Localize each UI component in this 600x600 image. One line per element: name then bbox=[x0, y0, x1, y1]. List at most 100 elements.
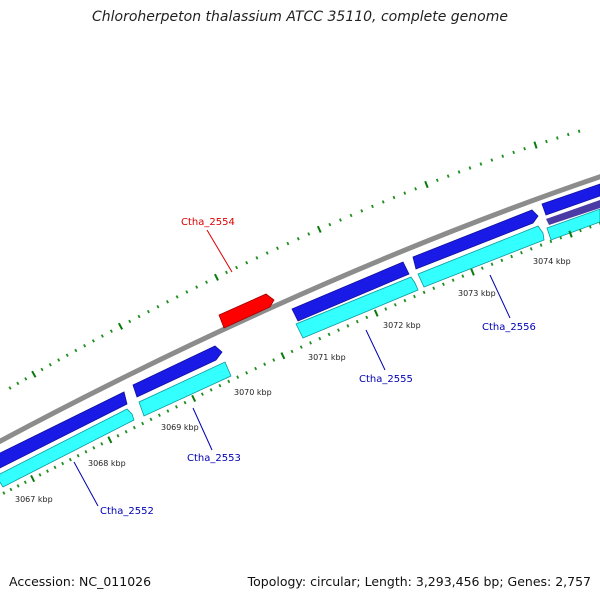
minor-tick bbox=[200, 392, 204, 396]
minor-tick bbox=[577, 129, 581, 133]
minor-tick bbox=[461, 274, 465, 278]
minor-tick bbox=[414, 187, 417, 191]
tick-label-3067: 3067 kbp bbox=[15, 495, 53, 504]
minor-tick bbox=[76, 453, 80, 458]
minor-tick bbox=[8, 386, 12, 390]
feature-ctha-2552-forward[interactable] bbox=[0, 391, 128, 470]
minor-tick bbox=[549, 239, 553, 244]
minor-tick bbox=[157, 413, 161, 417]
leader-ctha-2556 bbox=[489, 274, 511, 319]
minor-tick bbox=[349, 213, 353, 218]
minor-tick bbox=[381, 200, 385, 204]
backbone-line bbox=[0, 174, 600, 445]
minor-tick bbox=[174, 405, 178, 409]
minor-tick bbox=[65, 353, 69, 358]
label-ctha-2553[interactable]: Ctha_2553 bbox=[187, 453, 241, 464]
feature-next-forward[interactable] bbox=[541, 183, 600, 216]
minor-tick bbox=[183, 400, 187, 405]
major-tick bbox=[280, 352, 286, 360]
outer-tick-track bbox=[8, 129, 581, 390]
minor-tick bbox=[566, 132, 570, 137]
minor-tick bbox=[296, 236, 300, 241]
minor-tick bbox=[365, 315, 369, 320]
tick-label-3070: 3070 kbp bbox=[234, 388, 272, 397]
minor-tick bbox=[451, 278, 455, 282]
minor-tick bbox=[318, 336, 322, 341]
minor-tick bbox=[235, 265, 239, 270]
tick-labels: 3067 kbp 3068 kbp 3069 kbp 3070 kbp 3071… bbox=[15, 257, 571, 504]
feature-ctha-2556-reverse[interactable] bbox=[417, 225, 545, 288]
minor-tick bbox=[263, 362, 267, 367]
tick-label-3073: 3073 kbp bbox=[458, 289, 496, 298]
label-ctha-2552[interactable]: Ctha_2552 bbox=[100, 506, 154, 517]
minor-tick bbox=[40, 367, 44, 372]
minor-tick bbox=[166, 409, 170, 413]
minor-tick bbox=[355, 319, 359, 324]
minor-tick bbox=[225, 270, 228, 275]
tick-label-3072: 3072 kbp bbox=[383, 321, 421, 330]
feature-ctha-2555-reverse[interactable] bbox=[295, 276, 419, 339]
leader-ctha-2552 bbox=[73, 461, 99, 507]
feature-ctha-2552-reverse[interactable] bbox=[0, 408, 135, 488]
minor-tick bbox=[195, 285, 199, 289]
minor-tick bbox=[457, 170, 461, 174]
major-tick bbox=[568, 230, 573, 238]
tick-label-3071: 3071 kbp bbox=[308, 353, 346, 362]
major-tick bbox=[424, 180, 429, 189]
feature-next-reverse[interactable] bbox=[546, 208, 600, 241]
feature-ctha-2556-forward[interactable] bbox=[412, 209, 539, 270]
minor-tick bbox=[23, 480, 27, 485]
minor-tick bbox=[53, 465, 57, 470]
major-tick bbox=[31, 370, 37, 378]
minor-tick bbox=[545, 139, 548, 144]
tick-label-3068: 3068 kbp bbox=[88, 459, 126, 468]
label-ctha-2556[interactable]: Ctha_2556 bbox=[482, 322, 536, 333]
minor-tick bbox=[57, 358, 61, 362]
minor-tick bbox=[512, 150, 516, 155]
minor-tick bbox=[339, 218, 342, 222]
minor-tick bbox=[24, 377, 28, 381]
feature-next-forward-2[interactable] bbox=[546, 200, 600, 225]
minor-tick bbox=[446, 174, 450, 178]
minor-tick bbox=[346, 324, 350, 328]
reverse-strand-features bbox=[0, 208, 600, 488]
minor-tick bbox=[413, 294, 416, 299]
minor-tick bbox=[290, 349, 294, 354]
major-tick bbox=[470, 268, 475, 276]
feature-ctha-2553-forward[interactable] bbox=[132, 345, 223, 398]
minor-tick bbox=[218, 383, 222, 388]
minor-tick bbox=[403, 191, 407, 195]
major-tick bbox=[191, 394, 197, 402]
minor-tick bbox=[175, 295, 179, 299]
minor-tick bbox=[46, 469, 49, 473]
feature-ctha-2555-forward[interactable] bbox=[291, 261, 410, 322]
minor-tick bbox=[61, 461, 65, 466]
major-tick bbox=[214, 273, 219, 281]
leader-ctha-2553 bbox=[192, 407, 213, 451]
minor-tick bbox=[84, 450, 88, 454]
major-tick bbox=[373, 309, 379, 317]
minor-tick bbox=[307, 232, 311, 236]
forward-strand-features bbox=[0, 183, 600, 470]
minor-tick bbox=[588, 225, 592, 229]
minor-tick bbox=[205, 280, 209, 284]
label-ctha-2555[interactable]: Ctha_2555 bbox=[359, 374, 413, 385]
minor-tick bbox=[209, 388, 213, 392]
label-ctha-2554[interactable]: Ctha_2554 bbox=[181, 217, 235, 228]
minor-tick bbox=[559, 236, 563, 240]
minor-tick bbox=[327, 332, 331, 337]
minor-tick bbox=[384, 307, 388, 311]
minor-tick bbox=[2, 491, 6, 495]
minor-tick bbox=[468, 166, 472, 170]
minor-tick bbox=[309, 341, 312, 345]
feature-ctha-2553-reverse[interactable] bbox=[138, 361, 232, 417]
minor-tick bbox=[124, 429, 128, 434]
minor-tick bbox=[510, 254, 514, 259]
minor-tick bbox=[276, 246, 279, 250]
minor-tick bbox=[48, 363, 52, 367]
minor-tick bbox=[83, 343, 87, 348]
feature-ctha-2554-rna[interactable] bbox=[218, 293, 275, 329]
minor-tick bbox=[556, 136, 559, 140]
minor-tick bbox=[141, 421, 145, 426]
